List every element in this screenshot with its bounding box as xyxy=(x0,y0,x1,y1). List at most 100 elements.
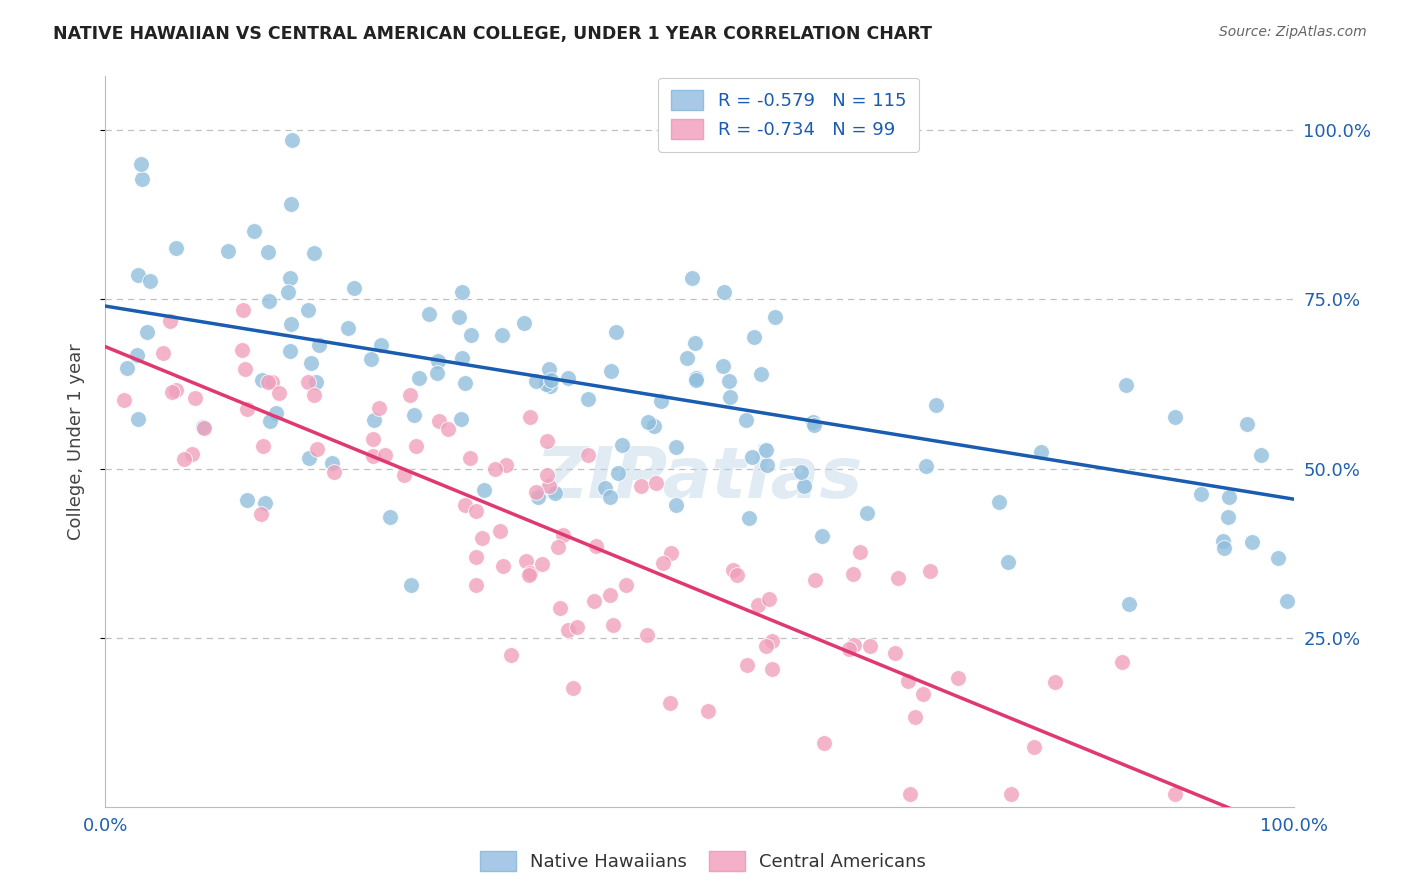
Point xyxy=(718,390,741,404)
Point xyxy=(841,566,863,581)
Point xyxy=(859,639,882,653)
Point xyxy=(308,338,330,352)
Text: Source: ZipAtlas.com: Source: ZipAtlas.com xyxy=(1219,25,1367,39)
Point xyxy=(717,374,740,388)
Point xyxy=(152,345,174,359)
Point xyxy=(280,196,302,211)
Point xyxy=(1164,409,1187,424)
Point xyxy=(193,421,215,435)
Point xyxy=(398,388,420,402)
Point xyxy=(181,447,204,461)
Point xyxy=(472,483,495,497)
Point xyxy=(644,476,666,491)
Point xyxy=(492,558,515,573)
Point xyxy=(658,696,681,710)
Point xyxy=(264,406,287,420)
Point xyxy=(1241,535,1264,549)
Point xyxy=(460,328,482,343)
Point xyxy=(471,531,494,545)
Point xyxy=(540,372,562,386)
Point xyxy=(256,245,278,260)
Point xyxy=(583,593,606,607)
Point xyxy=(1236,417,1258,431)
Point xyxy=(844,638,866,652)
Point xyxy=(1029,445,1052,459)
Point xyxy=(160,385,183,400)
Point xyxy=(602,618,624,632)
Point xyxy=(257,375,280,389)
Legend: R = -0.579   N = 115, R = -0.734   N = 99: R = -0.579 N = 115, R = -0.734 N = 99 xyxy=(658,78,920,152)
Point xyxy=(1267,551,1289,566)
Point xyxy=(465,549,488,564)
Point xyxy=(305,442,328,456)
Point xyxy=(810,528,832,542)
Point xyxy=(465,504,488,518)
Point xyxy=(1250,448,1272,462)
Point xyxy=(548,601,571,615)
Point xyxy=(184,391,207,405)
Point xyxy=(343,281,366,295)
Point xyxy=(399,578,422,592)
Point xyxy=(547,540,569,554)
Point xyxy=(297,375,319,389)
Point xyxy=(259,414,281,428)
Point xyxy=(599,588,621,602)
Point xyxy=(614,578,637,592)
Point xyxy=(277,285,299,299)
Point xyxy=(610,438,633,452)
Point xyxy=(321,456,343,470)
Point xyxy=(426,354,449,368)
Point xyxy=(924,398,946,412)
Point xyxy=(650,393,672,408)
Point xyxy=(527,490,550,504)
Point xyxy=(378,510,401,524)
Point xyxy=(499,648,522,662)
Point xyxy=(361,432,384,446)
Point xyxy=(803,417,825,432)
Point xyxy=(914,458,936,473)
Point xyxy=(681,270,703,285)
Point xyxy=(763,310,786,324)
Point xyxy=(524,374,547,388)
Point xyxy=(298,451,321,466)
Point xyxy=(946,671,969,685)
Point xyxy=(131,172,153,186)
Point xyxy=(536,468,558,483)
Point xyxy=(557,624,579,638)
Point xyxy=(561,681,583,695)
Point xyxy=(491,327,513,342)
Point xyxy=(454,498,477,512)
Point xyxy=(758,592,780,607)
Point xyxy=(159,314,181,328)
Point xyxy=(685,371,707,385)
Point xyxy=(997,555,1019,569)
Text: NATIVE HAWAIIAN VS CENTRAL AMERICAN COLLEGE, UNDER 1 YEAR CORRELATION CHART: NATIVE HAWAIIAN VS CENTRAL AMERICAN COLL… xyxy=(53,25,932,43)
Point xyxy=(897,673,920,688)
Point xyxy=(1275,594,1298,608)
Point xyxy=(793,478,815,492)
Point xyxy=(299,355,322,369)
Point xyxy=(278,344,301,359)
Point xyxy=(450,411,472,425)
Point xyxy=(450,351,472,366)
Point xyxy=(524,484,547,499)
Point xyxy=(721,563,744,577)
Point xyxy=(988,495,1011,509)
Point xyxy=(741,450,763,464)
Point xyxy=(659,546,682,560)
Point xyxy=(370,338,392,352)
Point xyxy=(576,448,599,462)
Point xyxy=(363,413,385,427)
Point xyxy=(233,361,256,376)
Point xyxy=(557,371,579,385)
Point xyxy=(1115,377,1137,392)
Point xyxy=(537,362,560,376)
Point xyxy=(665,499,688,513)
Point xyxy=(404,408,426,422)
Point xyxy=(536,434,558,449)
Point xyxy=(489,524,512,538)
Point xyxy=(1118,597,1140,611)
Point xyxy=(898,787,921,801)
Point xyxy=(297,302,319,317)
Point xyxy=(139,274,162,288)
